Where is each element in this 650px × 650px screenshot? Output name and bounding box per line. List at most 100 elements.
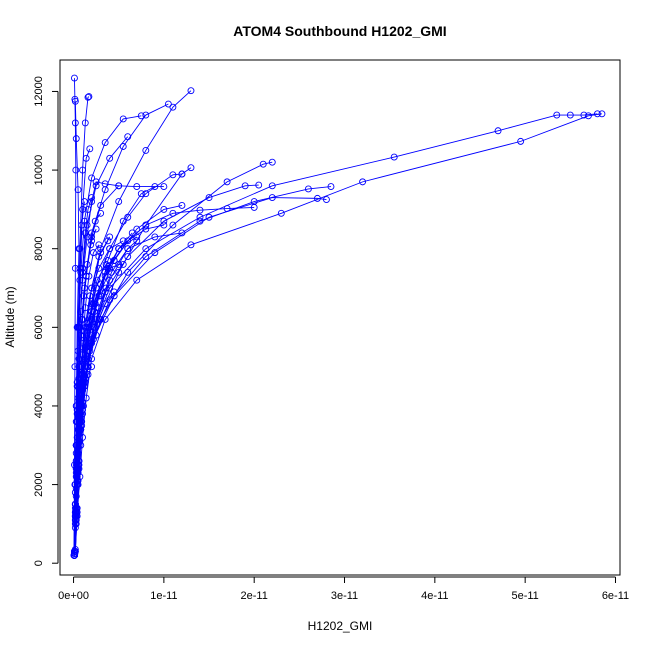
y-tick-label: 2000 [33,472,45,496]
data-point [142,111,150,119]
data-point [494,127,502,135]
data-point [71,508,79,516]
data-point [119,143,127,150]
x-tick-label: 3e-11 [331,590,358,602]
data-point [137,190,145,198]
data-point [133,276,141,284]
data-point [85,93,93,101]
data-point [223,205,231,213]
data-point [223,178,231,186]
data-point [178,170,186,178]
data-point [580,111,588,119]
data-point [81,119,89,127]
data-point [553,111,561,119]
data-point [85,272,93,280]
data-point [584,112,592,120]
data-point [92,178,100,186]
series-line [74,240,109,556]
data-point [74,410,82,418]
x-tick-label: 0e+00 [58,590,89,602]
data-point [72,166,80,174]
data-point [70,74,78,82]
data-point [178,229,186,237]
y-tick-label: 10000 [33,155,45,186]
data-point [88,284,96,292]
data-point [187,87,195,95]
data-point [115,182,123,190]
data-point [88,194,96,202]
series-layer [70,74,606,559]
y-axis: 0 2000 4000 6000 8000 10000 12000 [33,76,59,566]
chart-title: ATOM4 Southbound H1202_GMI [233,23,446,39]
data-point [73,406,81,414]
data-point [250,203,258,211]
data-point [304,185,312,193]
data-point [74,323,82,331]
data-point [79,166,87,174]
data-point [268,194,276,202]
data-point [160,205,168,213]
data-point [81,304,89,312]
data-point [74,461,82,469]
data-point [101,272,109,280]
y-tick-label: 6000 [33,315,45,339]
data-point [106,233,114,241]
data-point [598,110,606,118]
data-point [80,359,87,367]
data-point [106,264,114,272]
data-point [151,233,159,241]
data-point [108,268,115,276]
data-point [97,209,105,217]
series-line [74,287,107,556]
plot-frame [59,59,621,576]
data-point [187,164,195,172]
data-point [84,205,92,213]
data-point [91,217,99,225]
data-point [71,119,79,127]
data-point [268,158,276,166]
data-point [205,194,213,202]
data-point [517,137,525,145]
data-point [128,229,136,237]
data-point [78,221,86,229]
data-point [101,139,109,147]
data-point [102,284,110,292]
data-point [82,343,90,351]
data-point [97,249,105,257]
data-point [124,245,132,253]
data-point [74,426,82,433]
data-point [133,225,141,233]
series-41 [70,194,96,559]
data-point [72,135,80,143]
data-point [81,229,89,237]
data-point [142,190,150,198]
data-point [115,245,123,253]
data-point [80,198,88,205]
data-point [119,115,127,123]
data-point [133,237,141,245]
data-point [92,225,100,233]
data-point [70,551,78,559]
data-point [137,112,145,120]
x-axis: 0e+00 1e-11 2e-11 3e-11 4e-11 5e-11 6e-11 [58,576,629,602]
data-point [74,186,82,194]
data-point [259,160,267,168]
data-point [142,245,150,253]
y-tick-label: 0 [33,560,45,566]
data-point [327,183,335,191]
data-point [101,300,109,308]
x-tick-label: 4e-11 [421,590,448,602]
y-tick-label: 12000 [33,76,45,107]
data-point [119,217,127,225]
data-point [88,363,96,371]
x-tick-label: 2e-11 [241,590,268,602]
data-point [164,100,172,108]
data-point [255,181,263,189]
data-point [187,241,195,249]
data-point [119,260,127,268]
x-tick-label: 1e-11 [150,590,177,602]
data-point [169,171,177,179]
data-point [169,209,177,217]
